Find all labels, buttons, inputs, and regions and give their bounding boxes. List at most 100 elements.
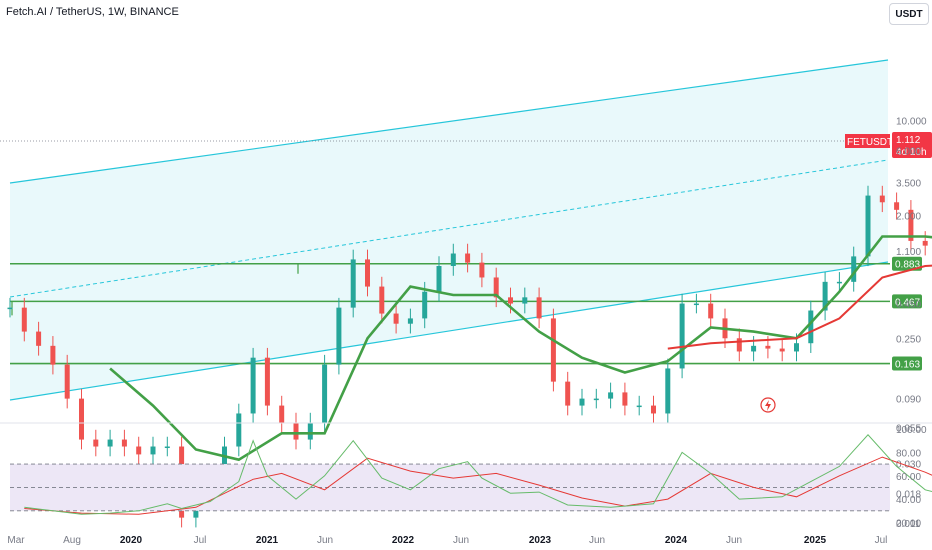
candle	[522, 297, 528, 304]
candle	[7, 307, 13, 310]
candle	[150, 446, 156, 455]
candle	[851, 256, 857, 282]
candle	[579, 398, 585, 406]
time-axis-tick: Jun	[317, 535, 333, 546]
level-tag-label: 0.163	[895, 360, 920, 371]
candle	[593, 398, 599, 401]
candle	[550, 318, 556, 382]
candle	[765, 345, 771, 349]
time-axis-tick: Jul	[194, 535, 207, 546]
candle	[693, 303, 699, 306]
chart-title: Fetch.AI / TetherUS, 1W, BINANCE	[6, 6, 179, 18]
ma-red-line	[667, 264, 932, 350]
candle	[279, 405, 285, 423]
rsi-ma-line	[24, 456, 932, 515]
candle	[479, 262, 485, 278]
candle	[779, 348, 785, 352]
candle	[422, 291, 428, 319]
candle	[365, 259, 370, 287]
candle	[465, 253, 471, 263]
candle	[665, 368, 671, 414]
candle	[121, 439, 127, 447]
candle	[822, 281, 828, 311]
price-axis-tick: 0.055	[896, 424, 921, 435]
candle	[708, 303, 714, 319]
candle	[293, 422, 299, 440]
candle	[922, 240, 928, 246]
time-axis-tick: 2025	[804, 535, 827, 546]
candle	[508, 297, 513, 304]
candle	[565, 381, 571, 406]
price-axis-tick: 2.000	[896, 211, 921, 222]
candle	[21, 307, 27, 332]
ma-green-line	[109, 235, 932, 462]
candle	[136, 446, 142, 455]
price-tag	[892, 132, 932, 158]
candle	[751, 345, 757, 352]
candle	[236, 413, 242, 447]
symbol-tag	[845, 134, 890, 148]
candle	[222, 446, 227, 475]
rsi-line	[24, 434, 932, 515]
candle	[350, 259, 356, 308]
price-axis-tick: 6.000	[896, 147, 921, 158]
candle	[736, 338, 742, 352]
price-axis-tick: 0.250	[896, 334, 921, 345]
channel-mid	[9, 159, 889, 298]
candle	[636, 405, 642, 408]
time-axis-tick: Aug	[63, 535, 81, 546]
currency-button[interactable]: USDT	[889, 3, 929, 25]
rsi-band	[10, 464, 890, 511]
level-tag-label: 0.883	[895, 260, 920, 271]
price-axis-tick: 0.030	[896, 460, 921, 471]
time-axis-tick: Jun	[726, 535, 742, 546]
channel-top	[9, 59, 889, 184]
candle	[93, 439, 99, 447]
candle	[436, 265, 442, 292]
level-tag	[892, 356, 922, 371]
price-tag-countdown: 4d 10h	[896, 147, 927, 158]
candle	[322, 364, 328, 423]
candle	[407, 318, 413, 324]
level-tag	[892, 256, 922, 271]
level-tag-label: 0.467	[895, 297, 920, 308]
level-tag	[892, 294, 922, 309]
candle	[336, 307, 342, 365]
time-axis-tick: Jun	[453, 535, 469, 546]
lightning-icon-bolt	[765, 400, 771, 411]
candle	[536, 297, 542, 319]
rsi-axis-tick: 40.00	[896, 495, 921, 506]
candle	[622, 392, 628, 406]
candle	[908, 209, 914, 241]
candle	[393, 313, 399, 324]
candle	[164, 446, 170, 449]
candle	[836, 281, 842, 284]
rsi-axis-tick: 100.00	[896, 425, 927, 436]
time-axis-tick: 2020	[120, 535, 143, 546]
price-tag-value: 1.112	[896, 135, 921, 146]
price-axis-tick: 0.011	[896, 519, 921, 530]
candle	[493, 277, 499, 298]
channel-bottom	[9, 261, 889, 401]
price-axis-tick: 10.000	[896, 116, 927, 127]
price-axis-tick: 0.450	[896, 300, 921, 311]
candle	[50, 345, 56, 365]
candle	[608, 392, 614, 399]
candle	[879, 195, 885, 203]
candle	[808, 310, 814, 344]
lightning-icon	[760, 397, 776, 413]
candle	[79, 398, 84, 440]
candle	[250, 357, 256, 414]
price-axis-tick: 3.500	[896, 178, 921, 189]
time-axis-tick: 2022	[392, 535, 415, 546]
candle	[679, 303, 685, 369]
candle	[379, 286, 385, 314]
time-axis-tick: 2021	[256, 535, 279, 546]
time-axis-tick: 2024	[665, 535, 688, 546]
candle	[450, 253, 456, 266]
price-axis-tick: 0.090	[896, 395, 921, 406]
price-axis-tick: 0.018	[896, 490, 921, 501]
symbol-tag-label: FETUSDT	[847, 137, 893, 148]
rsi-axis-tick: 60.00	[896, 472, 921, 483]
